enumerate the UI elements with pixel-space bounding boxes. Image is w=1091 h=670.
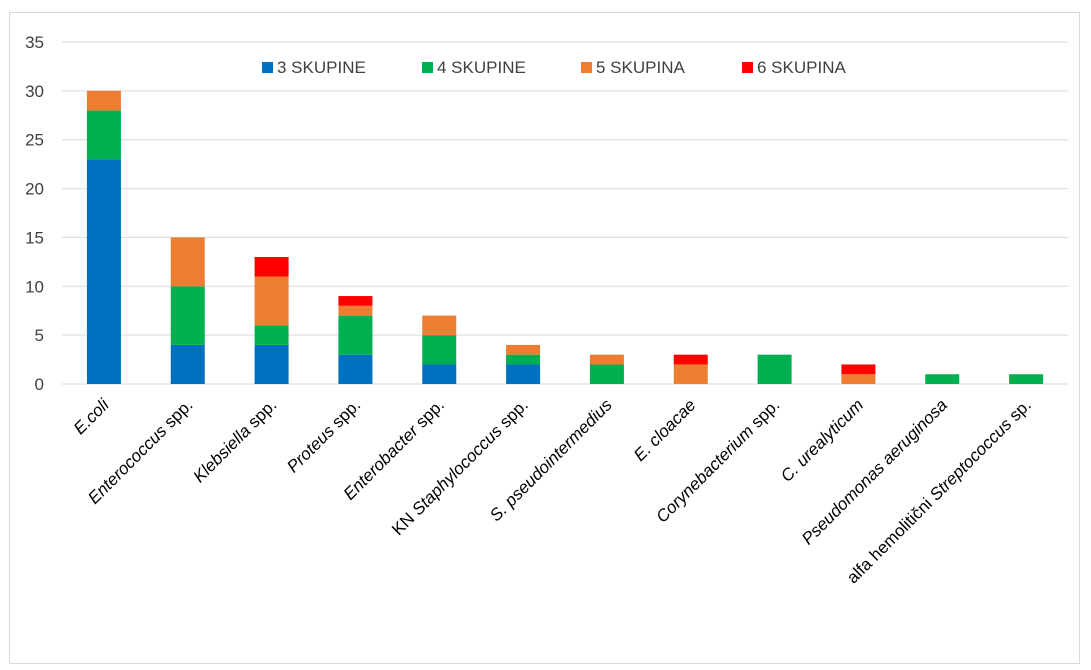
bar-segment-4-skupine xyxy=(422,335,457,365)
bar-segment-6-skupina xyxy=(338,296,373,306)
bar-segment-4-skupine xyxy=(1009,374,1044,384)
bars xyxy=(86,90,1044,384)
x-category-label: Klebsiella spp. xyxy=(189,395,280,486)
bar-segment-6-skupina xyxy=(254,256,289,277)
y-tick-label: 15 xyxy=(25,228,44,247)
bar-segment-6-skupina xyxy=(841,364,876,375)
legend-label: 5 SKUPINA xyxy=(596,58,685,77)
bar-segment-5-skupina xyxy=(86,90,121,111)
bar-segment-3-skupine xyxy=(338,354,373,384)
bar-segment-4-skupine xyxy=(254,325,289,345)
legend-swatch xyxy=(262,62,273,73)
bar-segment-5-skupina xyxy=(254,276,289,326)
bar-segment-5-skupina xyxy=(589,354,624,365)
category-label-italic: C. urealyticum xyxy=(777,395,867,485)
x-category-label: Proteus spp. xyxy=(283,395,364,476)
y-tick-label: 25 xyxy=(25,131,44,150)
category-label-italic: Enterococcus xyxy=(84,421,171,508)
x-category-label: Pseudomonas aeruginosa xyxy=(798,395,951,548)
category-label-italic: Proteus xyxy=(283,421,338,476)
category-label-italic: Staphylococcus xyxy=(408,421,506,519)
x-category-label: E. cloacae xyxy=(630,395,700,465)
y-axis-tick-labels: 0 5 10 15 20 25 30 35 xyxy=(25,33,44,394)
bar-segment-4-skupine xyxy=(86,110,121,160)
bar-segment-4-skupine xyxy=(506,354,541,365)
category-label-italic: Streptococcus xyxy=(926,414,1016,504)
bar-segment-4-skupine xyxy=(589,364,624,384)
category-label-italic: Klebsiella xyxy=(189,421,254,486)
legend-label: 3 SKUPINE xyxy=(277,58,366,77)
category-label-prefix: alfa hemolitični xyxy=(843,491,939,587)
x-category-label: E.coli xyxy=(70,395,114,439)
bar-segment-5-skupina xyxy=(422,315,457,336)
bar-segment-6-skupina xyxy=(673,354,708,365)
bar-segment-4-skupine xyxy=(925,374,960,384)
y-tick-label: 0 xyxy=(35,375,44,394)
bar-segment-5-skupina xyxy=(338,305,373,316)
category-label-italic: Enterobacter xyxy=(340,421,423,504)
bar-segment-4-skupine xyxy=(338,315,373,355)
legend-swatch xyxy=(422,62,433,73)
x-category-label: alfa hemolitični Streptococcus sp. xyxy=(843,395,1035,587)
legend: 3 SKUPINE 4 SKUPINE 5 SKUPINA 6 SKUPINA xyxy=(262,58,846,77)
category-label-italic: Pseudomonas aeruginosa xyxy=(798,395,951,548)
y-tick-label: 20 xyxy=(25,180,44,199)
bar-segment-5-skupina xyxy=(673,364,708,384)
x-category-label: KN Staphylococcus spp. xyxy=(388,395,532,539)
y-tick-label: 10 xyxy=(25,277,44,296)
bar-segment-3-skupine xyxy=(86,159,121,384)
bar-segment-4-skupine xyxy=(757,354,792,384)
legend-label: 6 SKUPINA xyxy=(757,58,846,77)
legend-swatch xyxy=(581,62,592,73)
bar-segment-3-skupine xyxy=(170,344,205,384)
bar-segment-5-skupina xyxy=(841,374,876,384)
x-category-label: C. urealyticum xyxy=(777,395,867,485)
bar-segment-5-skupina xyxy=(506,344,541,355)
legend-label: 4 SKUPINE xyxy=(437,58,526,77)
gridlines xyxy=(62,41,1068,385)
category-label-italic: E. cloacae xyxy=(630,395,700,465)
bar-segment-3-skupine xyxy=(422,364,457,384)
bar-segment-3-skupine xyxy=(254,344,289,384)
bar-segment-3-skupine xyxy=(506,364,541,384)
bar-segment-5-skupina xyxy=(170,237,205,287)
y-tick-label: 5 xyxy=(35,326,44,345)
bar-segment-4-skupine xyxy=(170,286,205,345)
y-tick-label: 35 xyxy=(25,33,44,52)
category-label-italic: E.coli xyxy=(70,395,114,439)
legend-swatch xyxy=(742,62,753,73)
y-tick-label: 30 xyxy=(25,82,44,101)
